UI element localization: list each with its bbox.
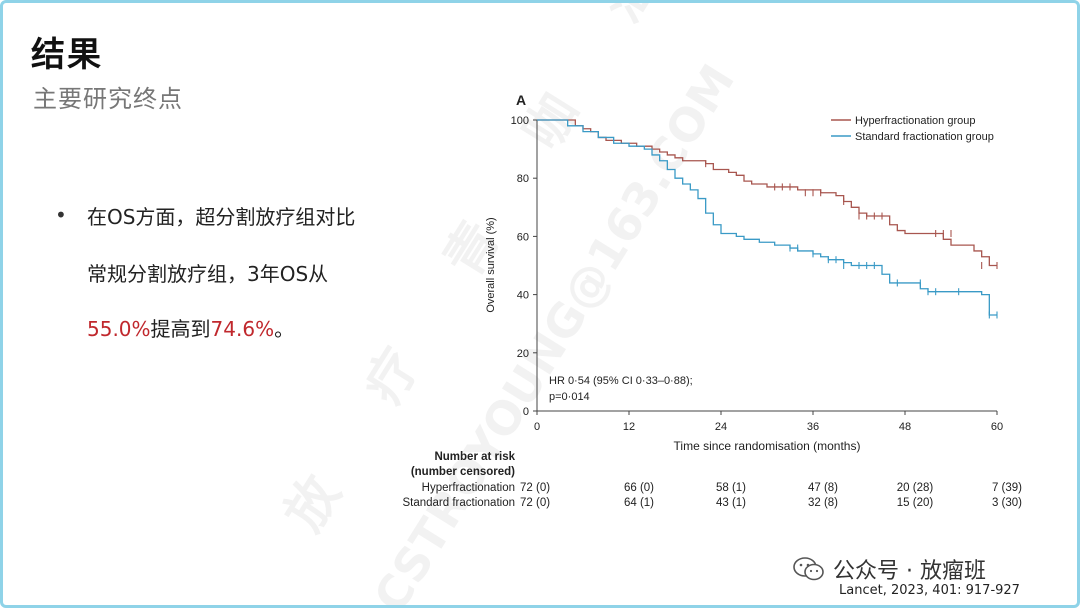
slide-subtitle: 主要研究终点 — [33, 85, 183, 113]
risk-cell: 32 (8) — [808, 497, 838, 509]
risk-cell: 3 (30) — [992, 497, 1022, 509]
hr-annotation-line1: HR 0·54 (95% CI 0·33–0·88); — [549, 375, 693, 387]
os-value-standard: 55.0% — [87, 317, 151, 341]
risk-cell: 58 (1) — [716, 482, 746, 494]
x-tick-label: 60 — [991, 421, 1003, 433]
panel-label: A — [516, 92, 526, 108]
legend-label-2: Standard fractionation group — [855, 131, 994, 143]
bullet-mid-text: 提高到 — [150, 317, 211, 341]
y-tick-label: 60 — [517, 231, 529, 243]
risk-header-2: (number censored) — [411, 466, 515, 478]
x-tick-label: 48 — [899, 421, 911, 433]
legend-label-1: Hyperfractionation group — [855, 115, 975, 127]
risk-header-1: Number at risk — [434, 451, 515, 463]
series-line-2 — [537, 119, 997, 316]
x-tick-label: 12 — [623, 421, 635, 433]
wechat-signature: 公众号 · 放瘤班 — [793, 553, 986, 585]
y-tick-label: 40 — [517, 290, 529, 302]
y-axis-label: Overall survival (%) — [485, 217, 497, 312]
chart-legend: Hyperfractionation group Standard fractio… — [831, 115, 994, 143]
wechat-icon — [793, 557, 824, 581]
risk-cell: 15 (20) — [897, 497, 934, 509]
bullet-line-1: 在OS方面，超分割放疗组对比 — [87, 205, 356, 229]
os-value-hyper: 74.6% — [210, 317, 275, 341]
y-tick-label: 100 — [511, 115, 529, 127]
bullet-dot-icon: • — [55, 203, 67, 227]
x-tick-label: 24 — [715, 421, 727, 433]
chart-axes: 0 20 40 60 80 100 0 12 24 36 48 60 — [511, 115, 1003, 433]
bullet-end-text: 。 — [274, 317, 295, 341]
risk-row-label: Hyperfractionation — [422, 482, 515, 494]
risk-cell: 7 (39) — [992, 482, 1022, 494]
wechat-label: 公众号 · 放瘤班 — [833, 559, 986, 584]
risk-cell: 72 (0) — [520, 497, 550, 509]
reference: Lancet, 2023, 401: 917-927 — [839, 583, 1020, 598]
risk-cell: 47 (8) — [808, 482, 838, 494]
risk-cell: 20 (28) — [897, 482, 934, 494]
risk-cell: 72 (0) — [520, 482, 550, 494]
slide-title: 结果 — [31, 35, 103, 75]
series-line-1 — [537, 119, 997, 267]
survival-chart: A 0 20 40 60 80 100 0 12 24 36 48 60 Time since ran… — [402, 92, 1022, 509]
y-tick-label: 80 — [517, 173, 529, 185]
x-tick-label: 36 — [807, 421, 819, 433]
x-axis-label: Time since randomisation (months) — [674, 439, 861, 453]
risk-cell: 64 (1) — [624, 497, 654, 509]
bullet-line-3: 55.0%提高到74.6%。 — [87, 313, 294, 342]
y-tick-label: 0 — [523, 406, 529, 418]
chart-series — [537, 119, 998, 319]
risk-cell: 43 (1) — [716, 497, 746, 509]
risk-table: Number at risk (number censored) Hyperfrac… — [402, 451, 1022, 509]
risk-row-label: Standard fractionation — [402, 497, 515, 509]
x-tick-label: 0 — [534, 421, 540, 433]
bullet-line-2: 常规分割放疗组，3年OS从 — [87, 262, 329, 286]
y-tick-label: 20 — [517, 348, 529, 360]
risk-cell: 66 (0) — [624, 482, 654, 494]
hr-annotation-line2: p=0·014 — [549, 391, 590, 403]
